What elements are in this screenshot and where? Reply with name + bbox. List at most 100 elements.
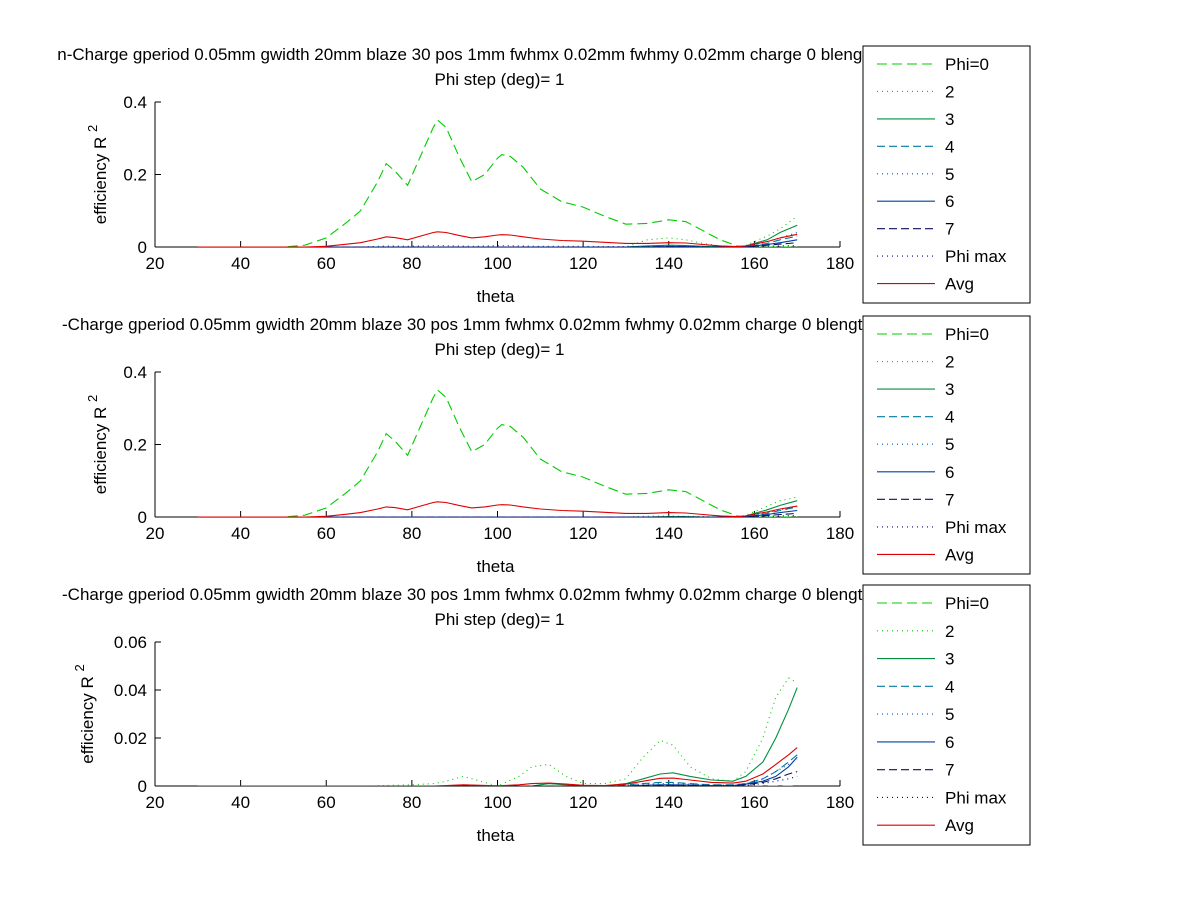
x-tick-label: 160 [740,254,768,273]
x-tick-label: 60 [317,254,336,273]
chart-panel-3: -Charge gperiod 0.05mm gwidth 20mm blaze… [62,585,937,845]
series-line-6 [197,756,798,786]
y-tick-label: 0 [138,777,147,796]
series-group [197,389,798,517]
y-axis-label-superscript: 2 [72,664,87,671]
y-axis-label-superscript: 2 [85,395,100,402]
x-tick-label: 100 [483,793,511,812]
y-axis-label-text: efficiency R [91,132,110,224]
y-axis-label-superscript: 2 [85,125,100,132]
x-tick-label: 120 [569,254,597,273]
x-tick-label: 80 [402,524,421,543]
x-tick-label: 120 [569,524,597,543]
x-tick-label: 120 [569,793,597,812]
x-tick-label: 160 [740,524,768,543]
series-line-9 [197,231,798,247]
chart-panel-2: -Charge gperiod 0.05mm gwidth 20mm blaze… [62,315,937,576]
x-tick-label: 80 [402,793,421,812]
x-axis-label: theta [477,557,515,576]
series-line-3 [197,687,798,786]
legend-label: Avg [945,545,974,564]
legend-label: Phi max [945,788,1007,807]
x-tick-label: 40 [231,254,250,273]
legend-label: 7 [945,220,954,239]
x-tick-label: 180 [826,524,854,543]
legend-box [862,315,1031,575]
series-group [197,119,798,247]
series-line-2 [197,677,798,786]
x-tick-label: 20 [146,524,165,543]
x-axis-label: theta [477,826,515,845]
legend-label: Avg [945,816,974,835]
legend-3: Phi=0 2 3 4 5 6 7 Phi max Avg [862,584,1031,846]
series-line-9 [197,747,798,786]
y-tick-label: 0.2 [123,166,147,185]
legend-box [862,584,1031,846]
x-tick-label: 60 [317,793,336,812]
legend-label: Phi=0 [945,55,989,74]
chart-subtitle: Phi step (deg)= 1 [435,340,565,359]
y-axis-label: efficiency R 2 [72,664,97,764]
legend-label: 5 [945,165,954,184]
x-tick-label: 40 [231,793,250,812]
y-tick-label: 0.4 [123,363,147,382]
legend-label: 7 [945,490,954,509]
y-tick-label: 0.4 [123,93,147,112]
chart-title: -Charge gperiod 0.05mm gwidth 20mm blaze… [62,585,937,604]
legend-2: Phi=0 2 3 4 5 6 7 Phi max Avg [862,315,1031,575]
legend-label: Phi=0 [945,594,989,613]
legend-box [862,45,1031,304]
x-tick-label: 20 [146,254,165,273]
x-tick-label: 180 [826,793,854,812]
x-tick-label: 140 [655,524,683,543]
y-tick-label: 0.2 [123,436,147,455]
legend-label: 2 [945,622,954,641]
legend-label: 3 [945,110,954,129]
legend-label: Phi max [945,518,1007,537]
x-tick-label: 80 [402,254,421,273]
y-tick-label: 0.02 [114,729,147,748]
legend-label: 2 [945,82,954,101]
legend-label: Phi=0 [945,325,989,344]
chart-title: -Charge gperiod 0.05mm gwidth 20mm blaze… [62,315,937,334]
x-tick-label: 140 [655,254,683,273]
legend-label: Phi max [945,247,1007,266]
legend-label: 6 [945,192,954,211]
x-tick-label: 20 [146,793,165,812]
legend-label: 5 [945,435,954,454]
series-line-9 [197,501,798,517]
legend-label: 2 [945,353,954,372]
chart-subtitle: Phi step (deg)= 1 [435,610,565,629]
legend-label: 4 [945,408,954,427]
series-line-1 [197,389,798,517]
x-axis-label: theta [477,287,515,306]
legend-1: Phi=0 2 3 4 5 6 7 Phi max Avg [862,45,1031,304]
legend-label: 7 [945,761,954,780]
x-tick-label: 100 [483,254,511,273]
legend-label: Avg [945,275,974,294]
legend-label: 4 [945,137,954,156]
legend-label: 3 [945,380,954,399]
series-line-1 [197,119,798,247]
y-axis-label: efficiency R 2 [85,125,110,225]
x-tick-label: 40 [231,524,250,543]
y-tick-label: 0.06 [114,633,147,652]
chart-subtitle: Phi step (deg)= 1 [435,70,565,89]
x-tick-label: 60 [317,524,336,543]
x-tick-label: 100 [483,524,511,543]
legend-label: 6 [945,733,954,752]
series-group [197,677,798,786]
y-tick-label: 0.04 [114,681,147,700]
y-axis-label-text: efficiency R [91,402,110,494]
x-tick-label: 180 [826,254,854,273]
legend-label: 3 [945,650,954,669]
legend-label: 6 [945,463,954,482]
legend-label: 4 [945,677,954,696]
legend-label: 5 [945,705,954,724]
y-tick-label: 0 [138,508,147,527]
chart-panel-1: n-Charge gperiod 0.05mm gwidth 20mm blaz… [57,45,941,306]
y-tick-label: 0 [138,238,147,257]
y-axis-label: efficiency R 2 [85,395,110,495]
x-tick-label: 160 [740,793,768,812]
chart-title: n-Charge gperiod 0.05mm gwidth 20mm blaz… [57,45,941,64]
